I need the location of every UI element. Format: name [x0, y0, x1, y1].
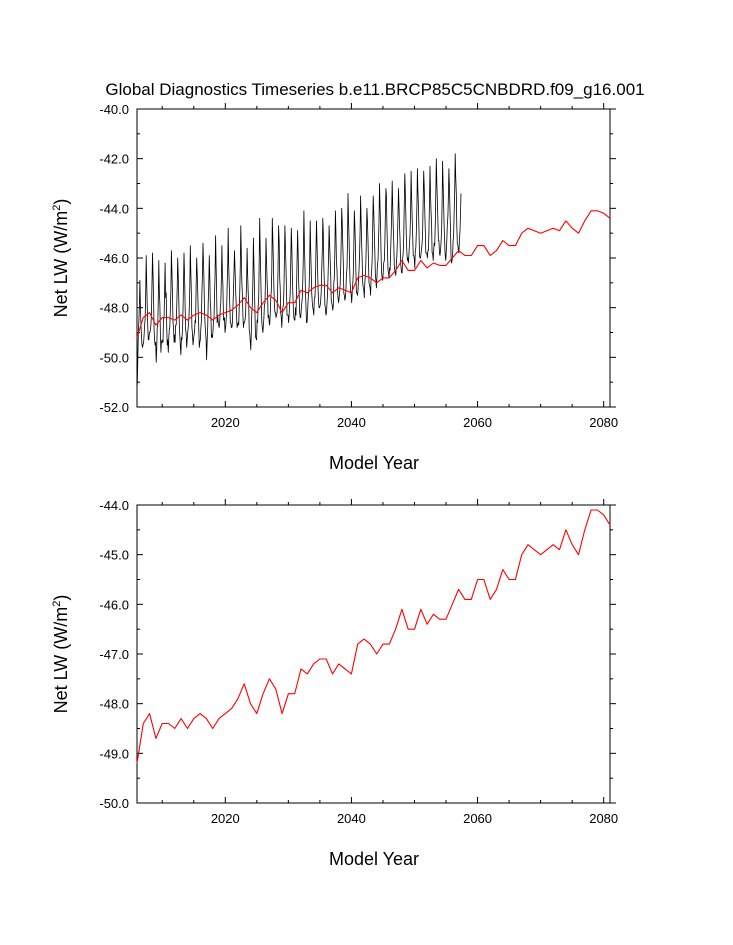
bottom-ytick-label: -44.0: [99, 498, 129, 513]
top-plot-frame: [136, 108, 611, 408]
bottom-chart-panel: 2020 2040 2060 2080 -50.0 -49.0 -48.0 -47.0 -46.…: [51, 498, 618, 869]
top-series-monthly: [136, 153, 462, 385]
bottom-ytick-label: -46.0: [99, 597, 129, 612]
top-ytick-label: -42.0: [99, 152, 129, 167]
top-y-label-main: Net LW (W/m: [51, 211, 71, 318]
bottom-axis-ticks: [137, 499, 616, 804]
top-ytick-label: -48.0: [99, 301, 129, 316]
bottom-xtick-label: 2020: [211, 811, 240, 826]
top-series-annual-mean: [136, 210, 611, 338]
bottom-y-label-sup: 2: [51, 601, 63, 607]
top-tick-labels: 2020 2040 2060 2080 -52.0 -50.0 -48.0 -46.0 -44.…: [99, 102, 618, 430]
bottom-ytick-label: -45.0: [99, 548, 129, 563]
top-axis-ticks: [137, 103, 616, 408]
bottom-xtick-label: 2060: [463, 811, 492, 826]
top-chart-panel: 2020 2040 2060 2080 -52.0 -50.0 -48.0 -46.0 -44.…: [51, 102, 618, 473]
bottom-y-label-main: Net LW (W/m: [51, 607, 71, 714]
top-ytick-label: -44.0: [99, 201, 129, 216]
bottom-xtick-label: 2040: [337, 811, 366, 826]
bottom-xtick-label: 2080: [589, 811, 618, 826]
top-series-lines: [136, 153, 611, 385]
bottom-x-axis-label: Model Year: [329, 849, 419, 869]
top-y-axis-label: Net LW (W/m2): [51, 199, 71, 318]
bottom-series-annual-mean: [136, 509, 611, 764]
top-ytick-label: -46.0: [99, 251, 129, 266]
top-y-label-sup: 2: [51, 205, 63, 211]
top-ytick-label: -40.0: [99, 102, 129, 117]
top-xtick-label: 2080: [589, 415, 618, 430]
bottom-plot-frame: [136, 504, 611, 804]
top-xtick-label: 2020: [211, 415, 240, 430]
top-ytick-label: -50.0: [99, 350, 129, 365]
bottom-ytick-label: -49.0: [99, 746, 129, 761]
bottom-y-label-end: ): [51, 595, 71, 601]
top-y-label-end: ): [51, 199, 71, 205]
bottom-tick-labels: 2020 2040 2060 2080 -50.0 -49.0 -48.0 -47.0 -46.…: [99, 498, 618, 826]
top-xtick-label: 2060: [463, 415, 492, 430]
chart-title: Global Diagnostics Timeseries b.e11.BRCP…: [105, 80, 644, 99]
bottom-ytick-label: -47.0: [99, 647, 129, 662]
top-xtick-label: 2040: [337, 415, 366, 430]
bottom-ytick-label: -48.0: [99, 697, 129, 712]
bottom-series-lines: [136, 509, 611, 764]
top-x-axis-label: Model Year: [329, 453, 419, 473]
top-ytick-label: -52.0: [99, 400, 129, 415]
bottom-y-axis-label: Net LW (W/m2): [51, 595, 71, 714]
bottom-ytick-label: -50.0: [99, 796, 129, 811]
